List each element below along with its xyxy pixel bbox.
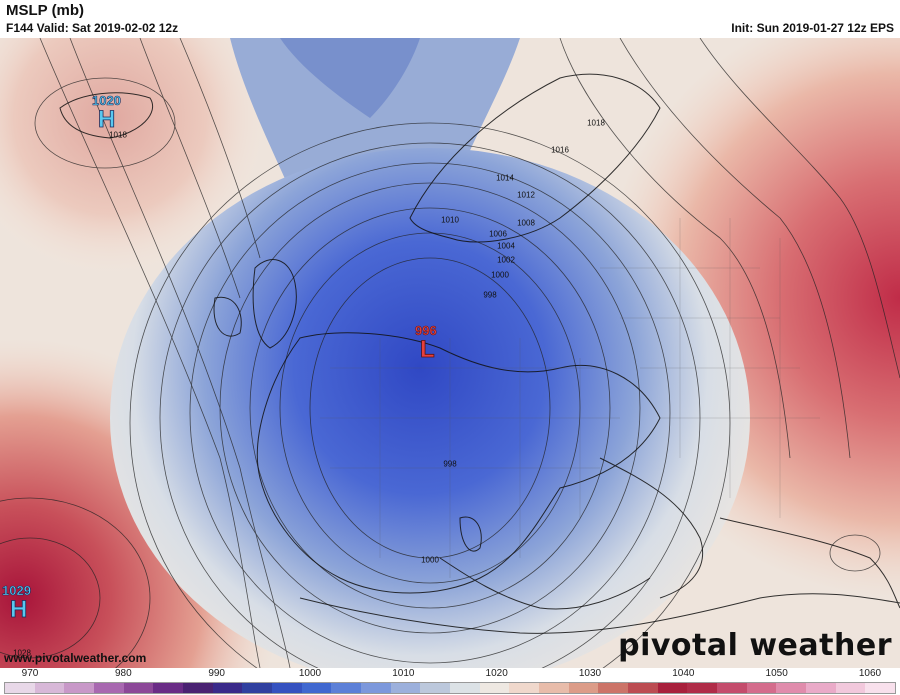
contour-label: 1006	[489, 229, 507, 239]
colorbar-swatch	[479, 683, 510, 693]
colorbar-swatch	[34, 683, 65, 693]
valid-time: F144 Valid: Sat 2019-02-02 12z	[6, 21, 179, 35]
contour-label: 998	[443, 459, 457, 469]
colorbar-swatch	[64, 683, 95, 693]
contour-label: 1018	[587, 118, 605, 128]
colorbar-swatches	[4, 682, 896, 694]
colorbar-tick-label: 1050	[765, 668, 788, 679]
colorbar-swatch	[212, 683, 243, 693]
colorbar-tick-label: 1060	[858, 668, 882, 679]
colorbar-tick-label: 980	[114, 668, 132, 679]
low-center-letter: L	[420, 336, 435, 364]
colorbar-tick-label: 1040	[672, 668, 695, 679]
high-center-atlantic-letter: H	[10, 596, 28, 624]
colorbar-swatch	[628, 683, 658, 693]
contour-label: 1016	[551, 145, 569, 155]
contour-label: 1010	[441, 215, 459, 225]
contour-label: 1000	[491, 270, 509, 280]
colorbar-swatch	[865, 683, 896, 693]
high-center-iceland-value: 1020	[92, 93, 122, 109]
map-title: MSLP (mb)	[6, 2, 85, 19]
contour-label: 1008	[517, 218, 535, 228]
high-center-atlantic-value: 1029	[2, 583, 32, 599]
colorbar-swatch	[568, 683, 599, 693]
colorbar-swatch	[242, 683, 273, 693]
colorbar-swatch	[539, 683, 569, 693]
pressure-colorbar: 970 980 990 1000 1010 1020 1030 1040 1050 1060	[0, 668, 900, 695]
colorbar-swatch	[272, 683, 302, 693]
colorbar-swatch	[687, 683, 718, 693]
colorbar-swatch	[153, 683, 184, 693]
colorbar-swatch	[5, 683, 35, 693]
colorbar-tick-label: 1000	[298, 668, 322, 679]
colorbar-tick-label: 970	[21, 668, 39, 679]
colorbar-tick-label: 1020	[485, 668, 508, 679]
high-center-iceland-letter: H	[98, 106, 116, 134]
colorbar-swatch	[776, 683, 807, 693]
colorbar-tick-label: 990	[208, 668, 225, 679]
map-header: MSLP (mb) F144 Valid: Sat 2019-02-02 12z…	[0, 0, 900, 38]
colorbar-swatch	[598, 683, 629, 693]
colorbar-swatch	[835, 683, 866, 693]
colorbar-swatch	[123, 683, 154, 693]
colorbar-swatch	[450, 683, 480, 693]
pressure-map: 1020 H 1029 H 996 L 1018 1018 1016 1014 …	[0, 38, 900, 668]
colorbar-swatch	[746, 683, 777, 693]
init-time: Init: Sun 2019-01-27 12z EPS	[731, 21, 894, 35]
contour-label: 998	[483, 290, 497, 300]
contour-label: 1014	[496, 173, 514, 183]
contour-label: 1018	[109, 130, 127, 140]
contour-label: 1002	[497, 255, 515, 265]
colorbar-tick-label: 1030	[578, 668, 602, 679]
pressure-map-canvas	[0, 38, 900, 668]
colorbar-swatch	[717, 683, 747, 693]
colorbar-swatch	[806, 683, 836, 693]
colorbar-swatch	[509, 683, 540, 693]
low-center-value: 996	[415, 323, 437, 339]
colorbar-tick-label: 1010	[392, 668, 415, 679]
colorbar-swatch	[94, 683, 124, 693]
contour-label: 1004	[497, 241, 515, 251]
colorbar-swatch	[331, 683, 362, 693]
colorbar-swatch	[657, 683, 688, 693]
brand-watermark: pivotal weather	[618, 628, 892, 663]
colorbar-swatch	[301, 683, 332, 693]
colorbar-swatch	[361, 683, 391, 693]
source-url: www.pivotalweather.com	[4, 651, 147, 665]
colorbar-swatch	[183, 683, 213, 693]
contour-label: 1000	[421, 555, 439, 565]
contour-label: 1028	[13, 648, 31, 658]
colorbar-swatch	[420, 683, 451, 693]
contour-label: 1012	[517, 190, 535, 200]
colorbar-swatch	[390, 683, 421, 693]
